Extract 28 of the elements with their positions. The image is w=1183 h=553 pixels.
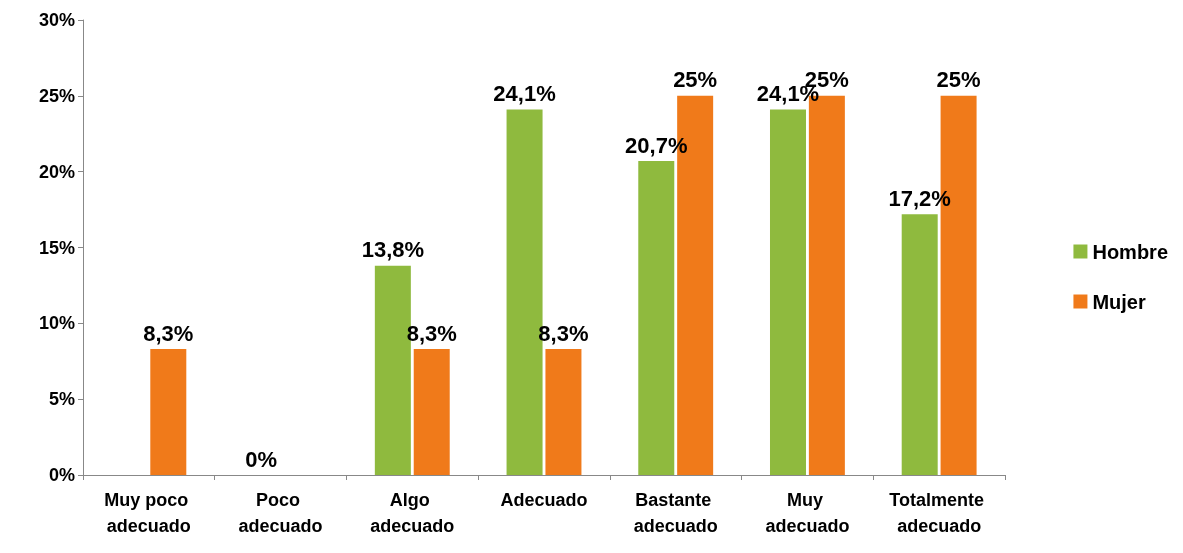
x-tick-label: Poco adecuado xyxy=(238,490,323,536)
bar xyxy=(769,109,806,475)
data-label: 25% xyxy=(936,67,981,93)
x-tick-label: Muy adecuado xyxy=(765,490,850,536)
data-label: 25% xyxy=(673,67,718,93)
legend-label: Hombre xyxy=(1092,240,1169,263)
x-tick-label: Algo adecuado xyxy=(370,490,455,536)
x-tick-label: Muy poco adecuado xyxy=(104,490,194,536)
bar xyxy=(413,349,450,475)
bar xyxy=(901,214,938,475)
legend-label: Mujer xyxy=(1092,290,1146,313)
data-label: 8,3% xyxy=(143,320,194,346)
x-tick-label: Bastante adecuado xyxy=(633,490,718,536)
x-tick-label: Totalmente adecuado xyxy=(889,490,989,536)
x-tick-label: Adecuado xyxy=(500,490,588,510)
y-tick-label: 25% xyxy=(38,85,75,106)
bar xyxy=(638,161,675,475)
y-tick-label: 15% xyxy=(38,237,75,258)
data-label: 0% xyxy=(245,446,278,472)
bar xyxy=(545,349,582,475)
y-tick-label: 5% xyxy=(48,389,75,410)
data-label: 24,1% xyxy=(493,80,556,106)
y-tick-label: 20% xyxy=(38,161,75,182)
data-label: 13,8% xyxy=(361,237,425,263)
bar xyxy=(150,349,187,475)
y-tick-label: 10% xyxy=(38,313,75,334)
y-tick-label: 0% xyxy=(48,465,75,485)
y-tick-label: 30% xyxy=(38,10,75,30)
